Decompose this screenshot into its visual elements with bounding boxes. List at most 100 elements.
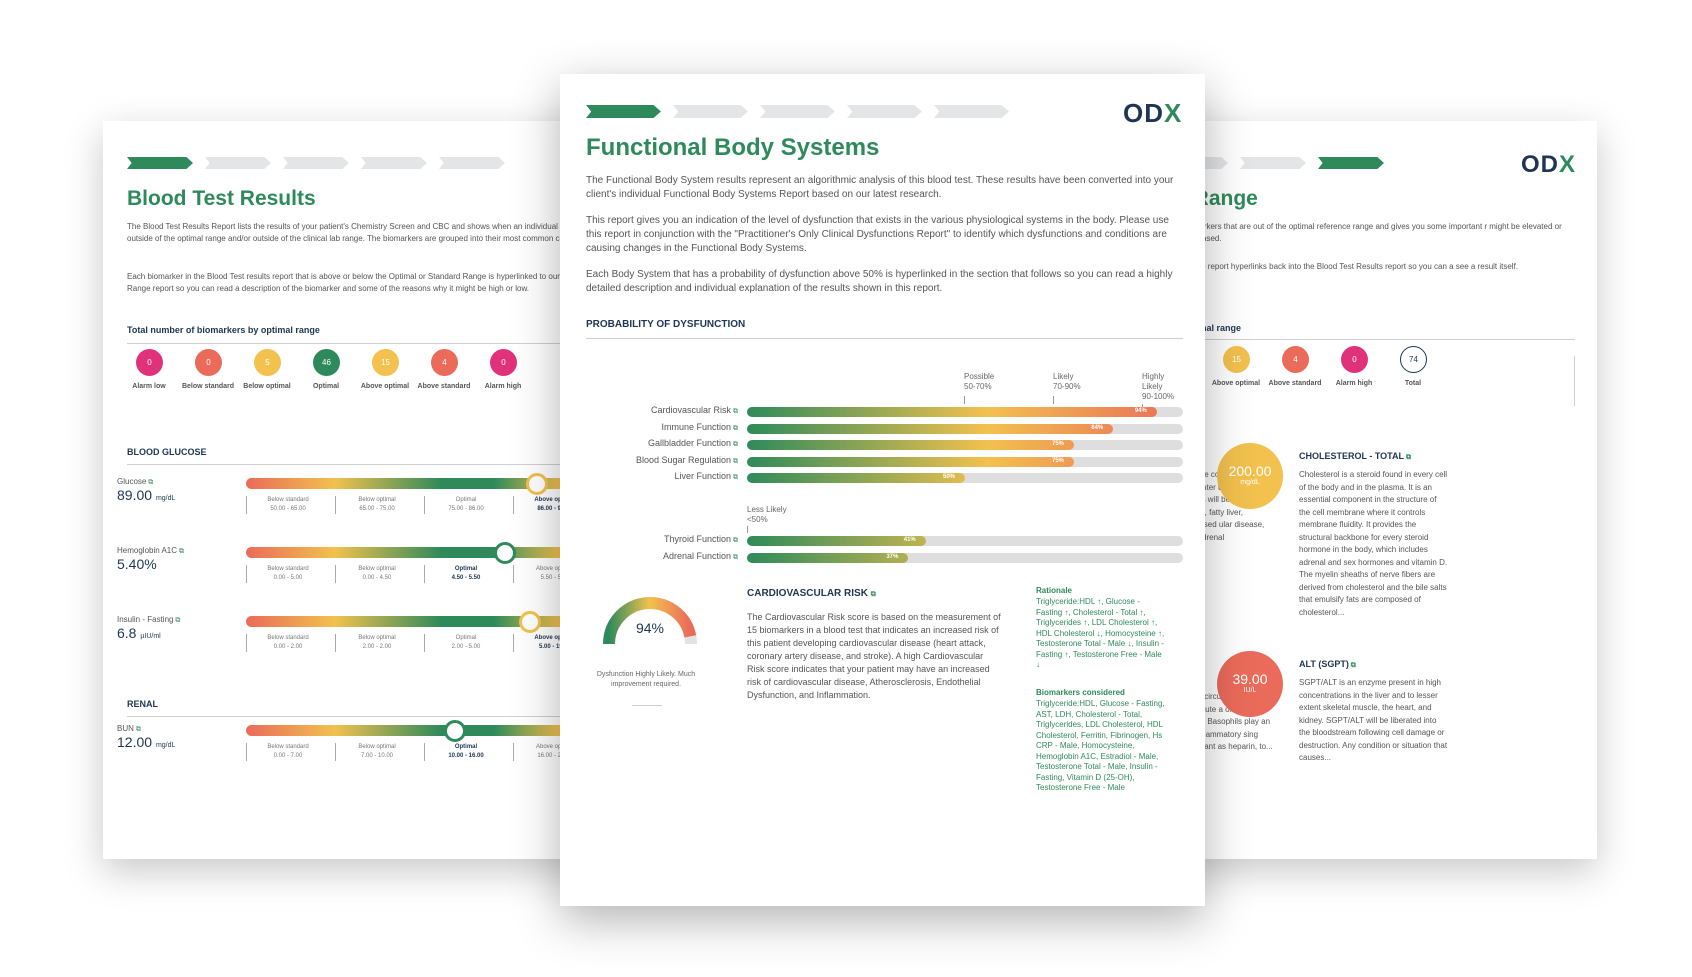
biomarker-unit: µIU/ml xyxy=(140,633,161,640)
step-chevron[interactable] xyxy=(283,157,349,169)
system-label[interactable]: Cardiovascular Risk ⧉ xyxy=(560,405,738,416)
biomarker-title[interactable]: CHOLESTEROL - TOTAL ⧉ xyxy=(1299,451,1411,462)
biomarker-name[interactable]: Hemoglobin A1C ⧉ xyxy=(117,546,184,556)
segment-range: 4.50 - 5.50 xyxy=(451,575,481,581)
range-segment: Below optimal 0.00 - 4.50 xyxy=(335,565,418,583)
system-name: Adrenal Function xyxy=(663,550,732,561)
system-name: Blood Sugar Regulation xyxy=(635,454,732,465)
summary-count-label: Below optimal xyxy=(243,383,291,390)
step-chevron[interactable] xyxy=(127,157,193,169)
segment-range: 86.00 - 99.00 xyxy=(537,506,573,512)
segment-label: Below optimal xyxy=(358,566,396,572)
system-label[interactable]: Gallbladder Function ⧉ xyxy=(560,438,738,449)
system-label[interactable]: Thyroid Function ⧉ xyxy=(560,534,738,545)
summary-count-circle: 4 xyxy=(431,349,458,376)
rationale-text: Triglyceride:HDL ↑, Glucose - Fasting ↑,… xyxy=(1036,597,1165,669)
external-link-icon[interactable]: ⧉ xyxy=(731,441,738,448)
step-chevron[interactable] xyxy=(205,157,271,169)
biomarkers-considered-title: Biomarkers considered xyxy=(1036,688,1125,697)
dysfunction-percent: 75% xyxy=(1052,441,1065,447)
functional-body-systems-page: ODX Functional Body Systems The Function… xyxy=(560,74,1205,906)
dysfunction-fill xyxy=(747,423,1114,434)
cardiovascular-risk-title[interactable]: CARDIOVASCULAR RISK ⧉ xyxy=(747,588,876,599)
biomarker-value-number: 6.8 xyxy=(117,625,137,641)
segment-range: 10.00 - 16.00 xyxy=(448,753,484,759)
page-title: Functional Body Systems xyxy=(586,134,880,161)
step-chevron[interactable] xyxy=(1240,157,1306,169)
system-label[interactable]: Blood Sugar Regulation ⧉ xyxy=(560,455,738,466)
section-heading: PROBABILITY OF DYSFUNCTION xyxy=(586,319,746,330)
external-link-icon[interactable]: ⧉ xyxy=(731,474,738,481)
system-label[interactable]: Immune Function ⧉ xyxy=(560,422,738,433)
column-header-likely: Likely 70-90% xyxy=(1053,372,1081,391)
biomarker-unit: mg/dL xyxy=(155,742,176,749)
external-link-icon[interactable]: ⧉ xyxy=(173,617,181,624)
external-link-icon[interactable]: ⧉ xyxy=(146,479,154,486)
gauge-caption: Dysfunction Highly Likely. Much improvem… xyxy=(596,671,696,688)
biomarker-name-text: BUN xyxy=(117,724,134,733)
segment-range: 75.00 - 86.00 xyxy=(448,506,484,512)
range-segment: Below optimal 7.00 - 10.00 xyxy=(335,743,418,761)
step-chevron[interactable] xyxy=(586,105,661,118)
biomarker-value: 6.8 µIU/ml xyxy=(117,625,161,641)
dysfunction-fill xyxy=(747,536,926,546)
step-chevron[interactable] xyxy=(361,157,427,169)
external-link-icon[interactable]: ⧉ xyxy=(133,726,141,733)
step-chevron[interactable] xyxy=(934,105,1009,118)
out-of-optimal-range-page: ODX l Range biomarkers that are out of t… xyxy=(1182,121,1597,859)
value-marker[interactable] xyxy=(444,720,467,742)
segment-label: Below optimal xyxy=(358,635,396,641)
cardiovascular-risk-text: The Cardiovascular Risk score is based o… xyxy=(747,612,1001,700)
step-chevron[interactable] xyxy=(673,105,748,118)
dysfunction-track: 50% xyxy=(747,473,1183,483)
range-segment: Below optimal 2.00 - 2.00 xyxy=(335,634,418,652)
range-bar xyxy=(246,478,601,489)
system-label[interactable]: Adrenal Function ⧉ xyxy=(560,551,738,562)
step-chevron[interactable] xyxy=(847,105,922,118)
dysfunction-percent: 75% xyxy=(1052,457,1065,464)
step-chevron[interactable] xyxy=(760,105,835,118)
column-header-possible: Possible 50-70% xyxy=(964,372,995,391)
value-marker[interactable] xyxy=(519,611,541,633)
segment-label: Below standard xyxy=(267,566,309,572)
biomarker-name[interactable]: Glucose ⧉ xyxy=(117,477,153,487)
gauge-value: 94% xyxy=(635,620,665,636)
external-link-icon[interactable]: ⧉ xyxy=(731,553,738,561)
external-link-icon[interactable]: ⧉ xyxy=(731,457,738,465)
value-marker[interactable] xyxy=(526,473,549,495)
biomarker-value-number: 39.00 xyxy=(1232,671,1268,687)
step-chevron[interactable] xyxy=(439,157,505,169)
intro-paragraph: biomarkers that are out of the optimal r… xyxy=(1182,222,1562,243)
biomarker-value: 89.00 mg/dL xyxy=(117,487,175,503)
segment-label: Below standard xyxy=(267,635,309,641)
biomarker-title[interactable]: ALT (SGPT) ⧉ xyxy=(1299,659,1356,670)
biomarker-value-number: 89.00 xyxy=(117,487,153,503)
summary-count-label: Above optimal xyxy=(1211,380,1261,387)
system-label[interactable]: Liver Function ⧉ xyxy=(560,471,738,482)
external-link-icon[interactable]: ⧉ xyxy=(1404,454,1411,461)
dysfunction-track: 37% xyxy=(747,552,1183,563)
external-link-icon[interactable]: ⧉ xyxy=(731,408,738,415)
biomarker-name[interactable]: BUN ⧉ xyxy=(117,724,141,734)
dysfunction-track: 75% xyxy=(747,456,1183,467)
divider xyxy=(127,464,601,465)
range-segment: Above optimal 5.00 - 19.00 xyxy=(513,634,596,652)
external-link-icon[interactable]: ⧉ xyxy=(870,591,876,598)
external-link-icon[interactable]: ⧉ xyxy=(177,548,184,555)
divider xyxy=(127,716,601,717)
biomarker-unit: mg/dL xyxy=(155,495,176,502)
external-link-icon[interactable]: ⧉ xyxy=(1348,662,1356,669)
biomarker-unit: mg/dL xyxy=(1240,479,1260,486)
dysfunction-track: 94% xyxy=(747,407,1183,417)
divider xyxy=(632,705,662,706)
dysfunction-track: 84% xyxy=(747,423,1183,434)
segment-range: 65.00 - 75.00 xyxy=(359,506,395,512)
step-chevron[interactable] xyxy=(1318,157,1384,169)
external-link-icon[interactable]: ⧉ xyxy=(731,537,738,544)
external-link-icon[interactable]: ⧉ xyxy=(731,424,738,432)
gauge-fill xyxy=(603,597,697,645)
biomarker-name[interactable]: Insulin - Fasting ⧉ xyxy=(117,615,180,625)
summary-count-circle: 4 xyxy=(1282,346,1309,373)
segment-label: Above optimal xyxy=(535,566,575,572)
value-marker[interactable] xyxy=(494,542,517,564)
